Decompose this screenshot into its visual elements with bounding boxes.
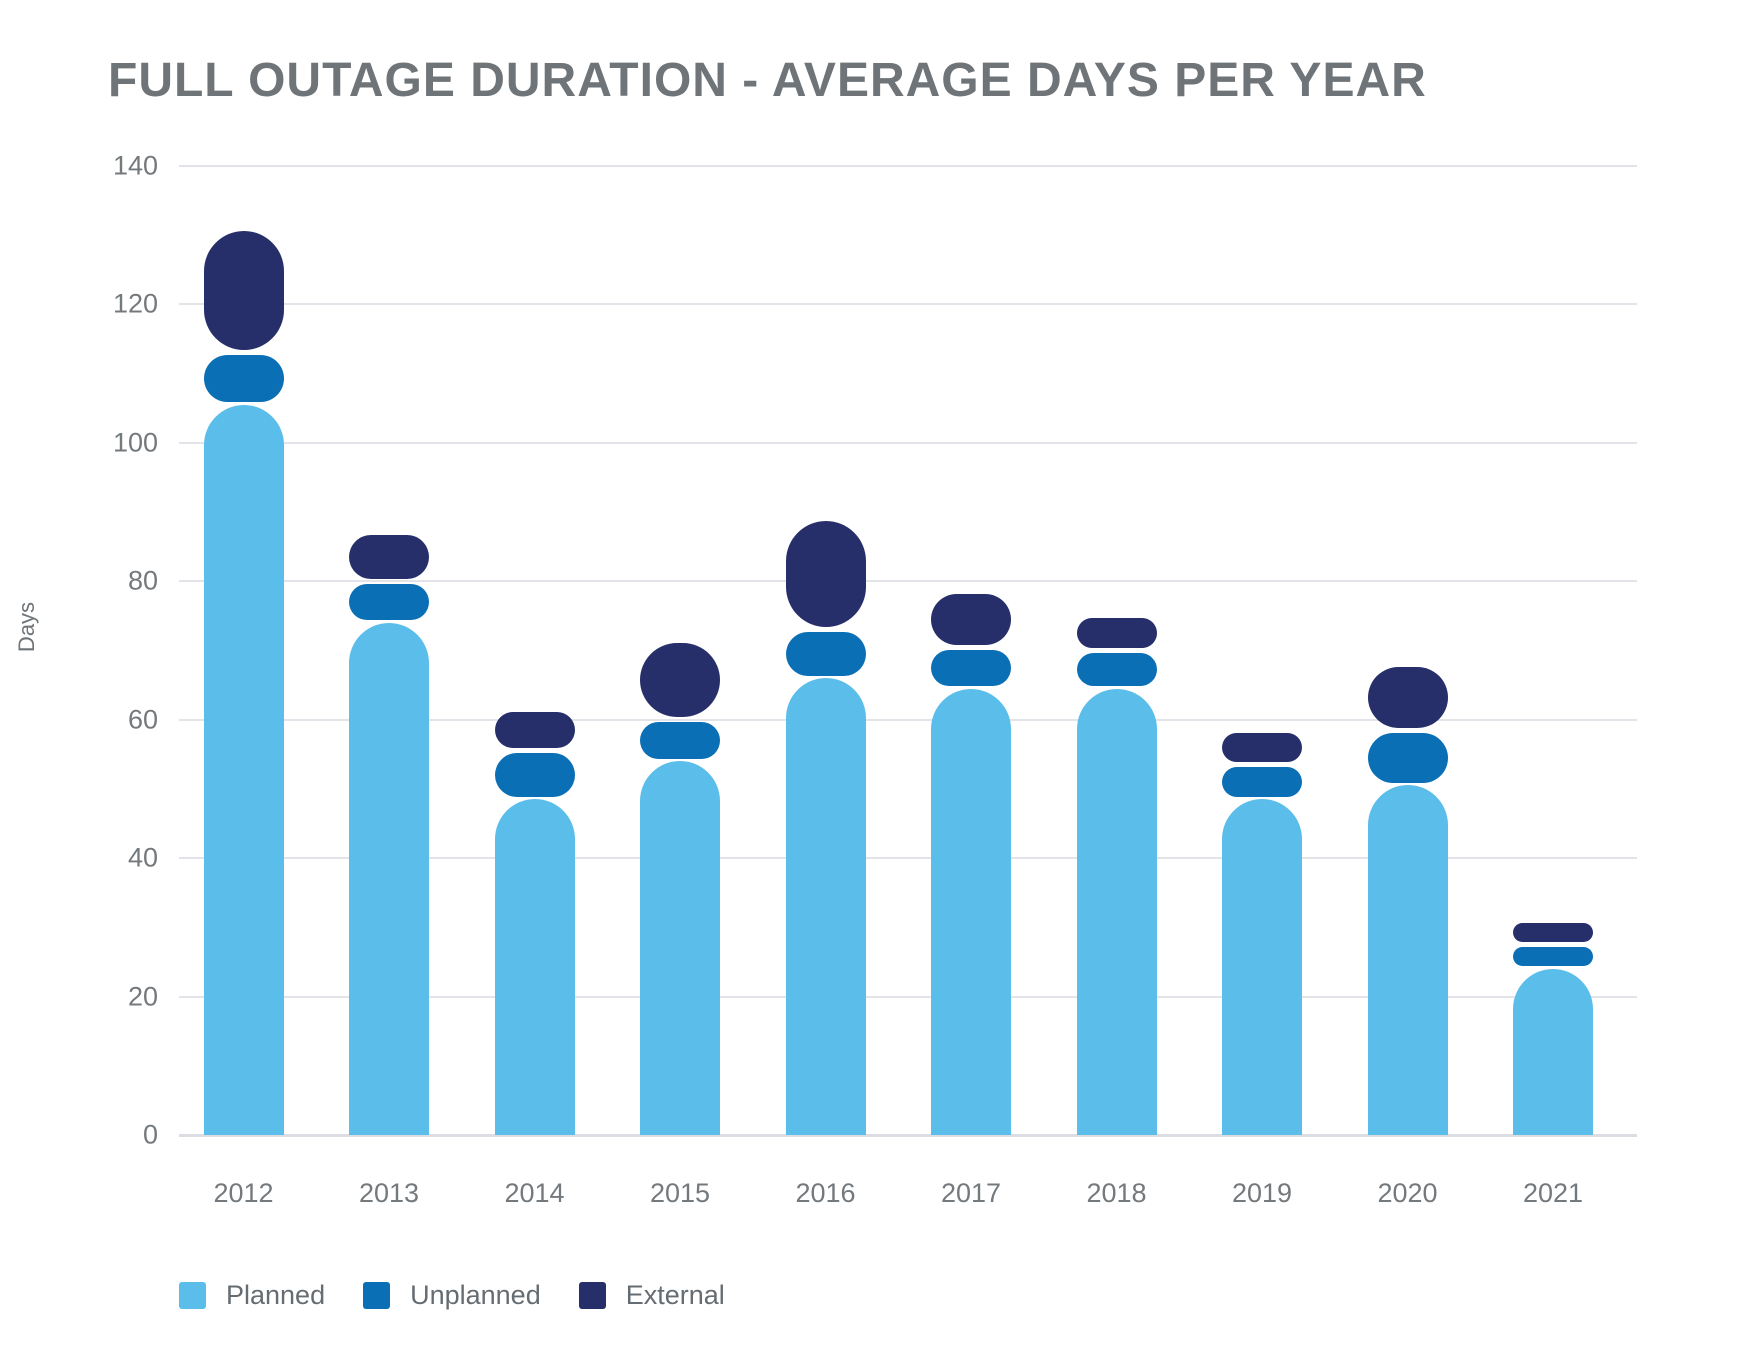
bar-segment-planned-2018[interactable] [1076, 688, 1157, 1135]
bar-segment-unplanned-2021[interactable] [1513, 947, 1593, 967]
bar-segment-planned-2016[interactable] [785, 678, 866, 1135]
bar-segment-planned-2017[interactable] [931, 688, 1011, 1135]
bar-segment-external-2015[interactable] [640, 642, 720, 718]
legend-swatch-planned-icon [179, 1282, 206, 1309]
legend-item-unplanned[interactable]: Unplanned [363, 1280, 541, 1311]
bar-segment-unplanned-2020[interactable] [1367, 732, 1448, 783]
gridline-100 [179, 441, 1637, 444]
bar-segment-planned-2021[interactable] [1513, 968, 1593, 1135]
gridline-80 [179, 580, 1637, 583]
gridline-60 [179, 718, 1637, 721]
bar-segment-unplanned-2014[interactable] [494, 753, 575, 797]
x-tick-label-2019: 2019 [1231, 1178, 1293, 1208]
bar-segment-external-2014[interactable] [494, 711, 575, 749]
gridline-20 [179, 995, 1637, 998]
bar-segment-external-2017[interactable] [931, 594, 1011, 645]
gridline-0 [179, 1134, 1637, 1137]
bar-segment-external-2020[interactable] [1367, 666, 1448, 728]
x-tick-label-2015: 2015 [649, 1178, 711, 1208]
x-tick-label-2013: 2013 [358, 1178, 420, 1208]
bar-segment-external-2019[interactable] [1222, 732, 1302, 763]
x-tick-label-2017: 2017 [940, 1178, 1002, 1208]
chart-title: FULL OUTAGE DURATION - AVERAGE DAYS PER … [108, 54, 1427, 107]
legend-item-external[interactable]: External [578, 1280, 725, 1311]
x-tick-label-2016: 2016 [795, 1178, 856, 1208]
gridline-140 [179, 165, 1637, 167]
y-tick-label-100: 100 [112, 427, 158, 458]
gridline-40 [179, 857, 1637, 860]
bar-segment-planned-2014[interactable] [494, 799, 575, 1135]
y-tick-label-80: 80 [127, 565, 158, 596]
bar-segment-external-2021[interactable] [1513, 922, 1593, 943]
bar-segment-unplanned-2018[interactable] [1076, 653, 1157, 687]
legend-swatch-unplanned-icon [363, 1282, 391, 1309]
x-tick-label-2012: 2012 [213, 1178, 274, 1208]
bar-segment-external-2018[interactable] [1076, 618, 1157, 648]
bar-segment-unplanned-2013[interactable] [349, 583, 429, 621]
legend-item-planned[interactable]: Planned [179, 1280, 325, 1311]
y-tick-label-120: 120 [112, 288, 158, 319]
x-tick-label-2018: 2018 [1086, 1178, 1147, 1208]
bar-segment-unplanned-2019[interactable] [1222, 767, 1302, 797]
y-tick-label-60: 60 [127, 704, 158, 735]
bar-segment-unplanned-2017[interactable] [931, 649, 1011, 687]
y-tick-label-40: 40 [127, 842, 158, 873]
x-tick-label-2014: 2014 [504, 1178, 565, 1208]
x-tick-label-2020: 2020 [1377, 1178, 1438, 1208]
y-tick-label-140: 140 [112, 150, 158, 181]
gridline-120 [179, 303, 1637, 306]
bar-segment-planned-2012[interactable] [203, 404, 284, 1135]
bar-segment-unplanned-2016[interactable] [785, 632, 866, 676]
x-tick-label-2021: 2021 [1522, 1178, 1584, 1208]
legend-label-planned: Planned [226, 1280, 326, 1310]
bar-segment-unplanned-2012[interactable] [203, 355, 284, 403]
bar-segment-planned-2020[interactable] [1367, 785, 1448, 1135]
y-tick-label-0: 0 [142, 1119, 158, 1150]
bar-segment-planned-2019[interactable] [1222, 799, 1302, 1135]
y-tick-label-20: 20 [127, 981, 158, 1012]
legend-label-unplanned: Unplanned [410, 1280, 541, 1310]
legend-label-external: External [625, 1280, 725, 1310]
legend: Planned Unplanned External [179, 1280, 725, 1311]
bar-segment-planned-2013[interactable] [349, 622, 429, 1135]
bar-segment-external-2016[interactable] [785, 521, 866, 628]
bar-segment-unplanned-2015[interactable] [640, 722, 720, 759]
legend-swatch-external-icon [578, 1282, 606, 1309]
bar-segment-external-2013[interactable] [349, 535, 429, 579]
bar-segment-planned-2015[interactable] [640, 761, 720, 1135]
y-axis-title: Days [14, 601, 39, 653]
bar-segment-external-2012[interactable] [203, 230, 284, 351]
